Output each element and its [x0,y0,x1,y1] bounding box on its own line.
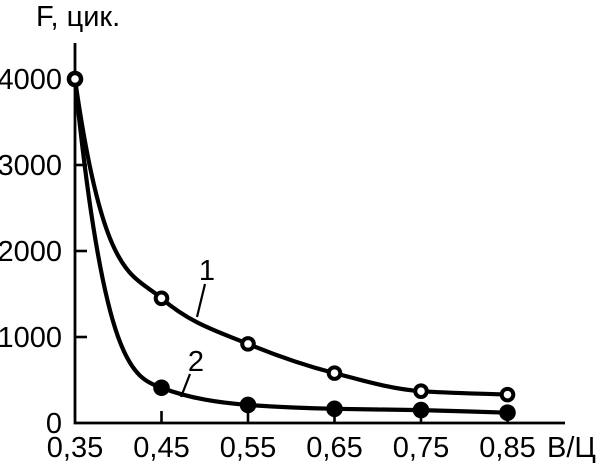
filled-circle-marker [412,401,430,419]
curve-2-path [72,76,510,415]
open-circle-marker [413,383,429,399]
y-tick-label: 3000 [0,150,62,182]
open-circle-marker [326,365,343,381]
filled-circle-marker [326,400,343,418]
curve-2-label: 2 [188,346,204,378]
open-circle-marker [67,71,83,87]
open-circle-marker [240,336,256,352]
y-tick-label: 1000 [0,322,62,354]
y-axis-tick-labels: 0 1000 2000 3000 4000 [0,64,62,440]
x-tick-label: 0,45 [133,432,189,464]
open-circle-marker [153,290,170,307]
x-axis-tick-labels: 0,35 0,45 0,55 0,65 0,75 0,85 [47,432,536,464]
x-tick-label: 0,35 [47,432,103,464]
y-tick-label: 2000 [0,236,62,268]
axis-lines [73,43,565,425]
filled-circle-marker [499,404,516,421]
curve-1-path [72,76,510,397]
x-tick-label: 0,75 [393,432,449,464]
x-tick-label: 0,55 [220,432,276,464]
open-circle-marker [499,386,516,403]
x-axis-title: В/Ц [547,432,596,464]
filled-circle-marker [153,379,170,397]
y-axis-title: F, цик. [36,1,120,33]
filled-circle-marker [239,396,257,414]
x-tick-label: 0,65 [306,432,362,464]
curve-1-leader-line [195,283,207,318]
y-tick-label: 0 [46,408,62,440]
x-tick-label: 0,85 [479,432,535,464]
curve-2-leader-line [179,373,192,398]
curve-1-label: 1 [199,255,215,287]
y-tick-label: 4000 [0,64,62,96]
y-axis-ticks [75,163,87,339]
data-curves [72,76,510,415]
data-point-markers [66,70,516,421]
